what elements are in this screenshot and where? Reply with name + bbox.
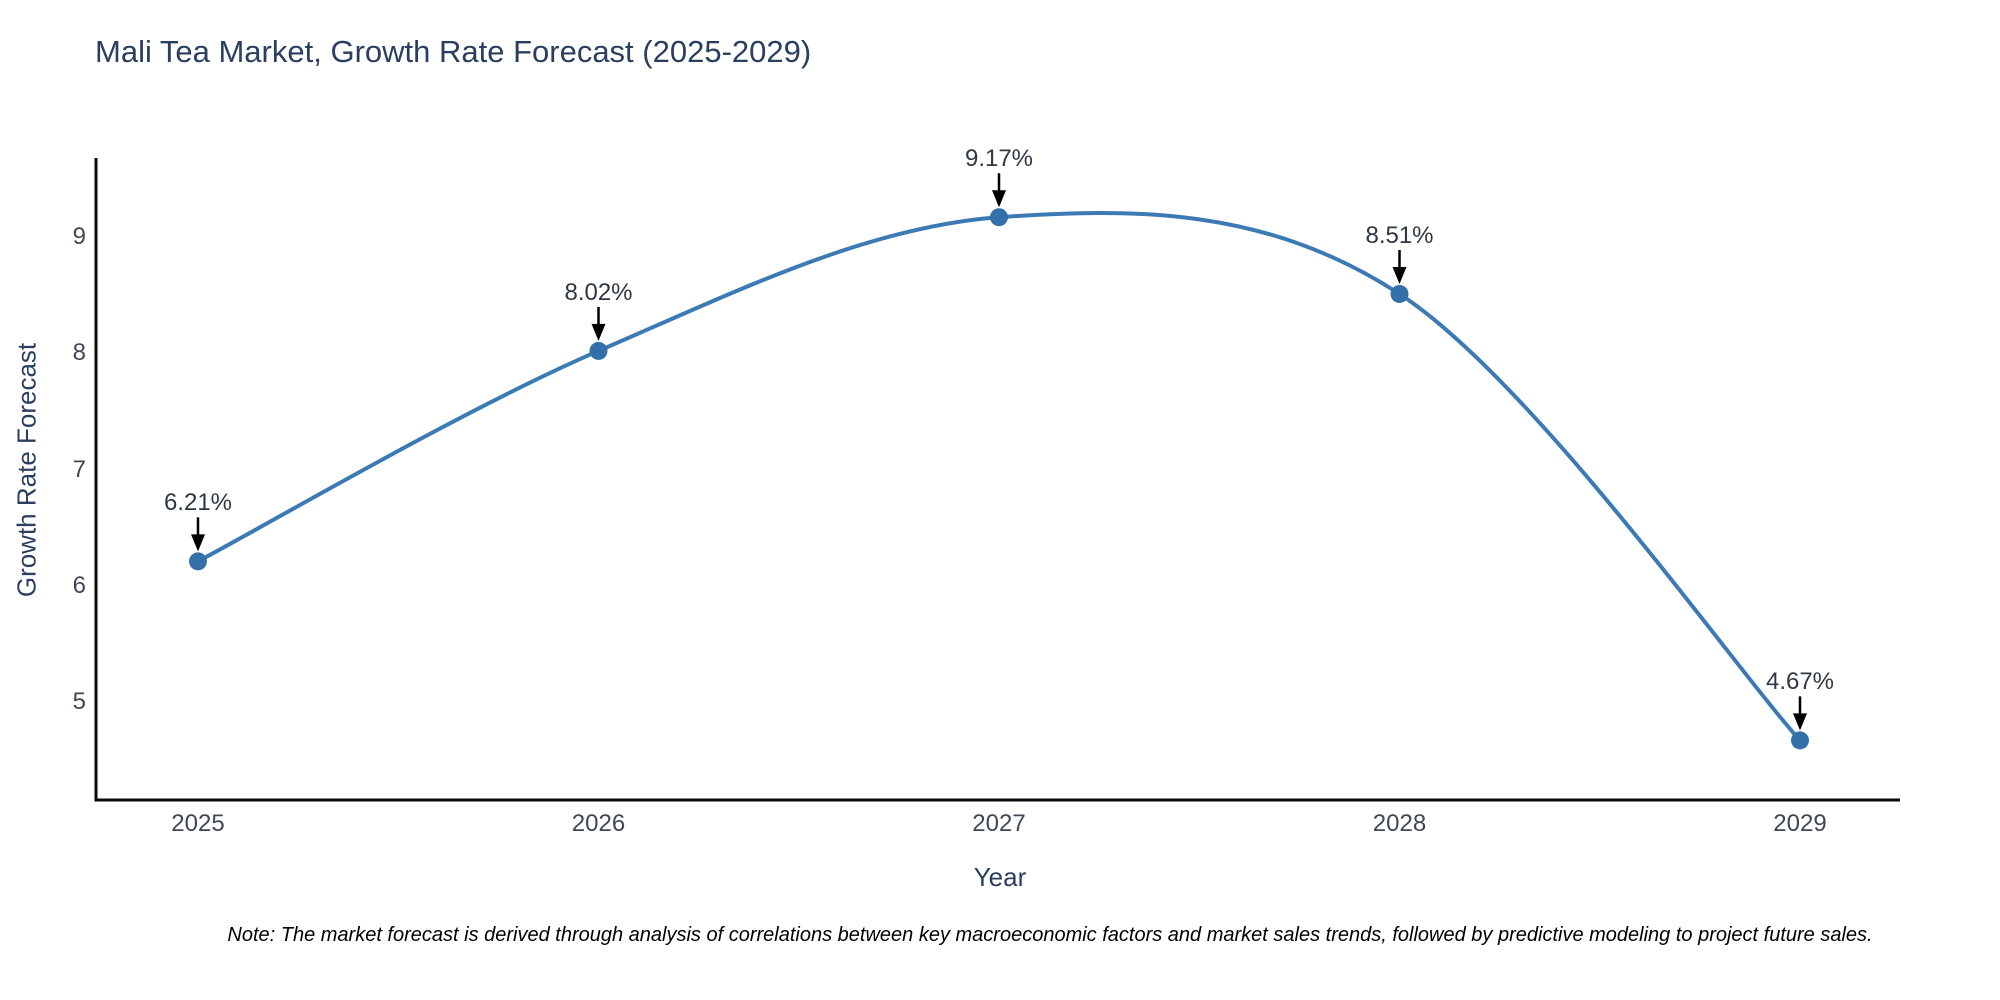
x-tick-label: 2028 <box>1372 810 1427 837</box>
point-annotation-label: 4.67% <box>1765 668 1835 696</box>
annotation-arrowhead <box>1793 713 1807 731</box>
y-tick-label: 9 <box>72 223 86 250</box>
point-annotation-label: 8.51% <box>1365 221 1434 249</box>
point-annotation-label: 8.02% <box>564 278 633 306</box>
point-annotation-label: 9.17% <box>964 145 1034 173</box>
annotation-arrows <box>191 173 1807 731</box>
data-point-marker <box>990 208 1008 227</box>
data-point-marker <box>189 552 207 571</box>
chart-title: Mali Tea Market, Growth Rate Forecast (2… <box>95 34 812 69</box>
annotation-arrowhead <box>992 190 1006 208</box>
point-annotation-label: 6.21% <box>163 489 233 517</box>
x-tick-label: 2027 <box>972 810 1026 837</box>
y-tick-label: 6 <box>72 571 86 599</box>
data-point-markers <box>189 208 1809 750</box>
chart-note: Note: The market forecast is derived thr… <box>227 924 1873 946</box>
y-tick-label: 5 <box>72 688 86 715</box>
x-tick-label: 2029 <box>1773 810 1827 837</box>
data-point-marker <box>589 341 608 360</box>
x-axis-title: Year <box>973 862 1027 892</box>
data-point-marker <box>1390 284 1409 303</box>
x-tick-label: 2025 <box>171 810 225 837</box>
y-tick-label: 8 <box>72 339 86 367</box>
x-tick-label: 2026 <box>571 810 626 837</box>
series-line <box>196 210 1802 743</box>
annotation-arrowhead <box>191 534 205 552</box>
y-tick-label: 7 <box>72 455 86 483</box>
data-point-marker <box>1791 731 1809 750</box>
annotation-arrowhead <box>591 323 606 341</box>
annotation-arrowhead <box>1392 266 1407 284</box>
